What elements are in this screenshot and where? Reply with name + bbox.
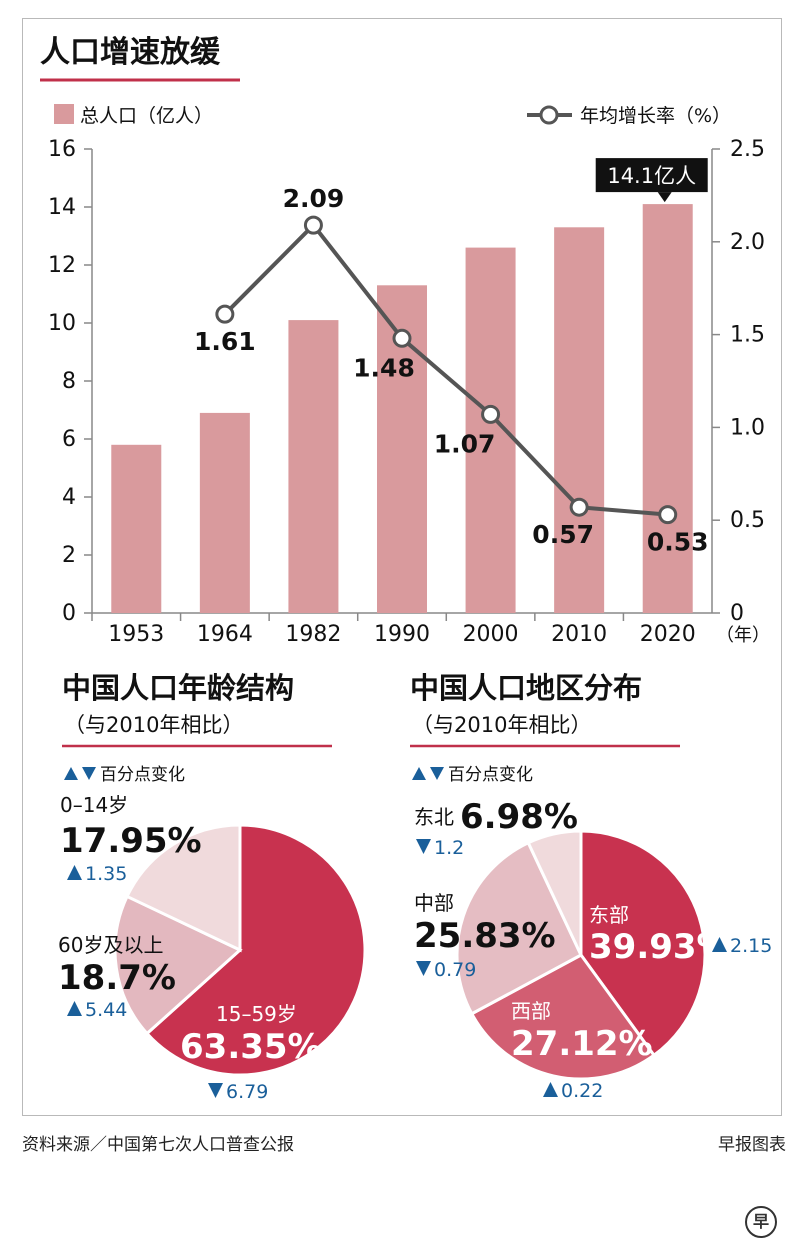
right-axis-tick-label: 0.5	[730, 508, 765, 533]
pie-change-note: 百分点变化	[100, 765, 185, 785]
growth-rate-data-label: 0.53	[647, 528, 709, 557]
growth-rate-data-label: 2.09	[283, 184, 345, 213]
growth-rate-point	[481, 404, 501, 424]
down-triangle-icon	[430, 767, 444, 780]
page-title: 人口增速放缓	[40, 35, 221, 70]
up-triangle-icon	[543, 1082, 558, 1097]
pie-slice-value: 63.35%	[180, 1027, 322, 1067]
growth-rate-point	[303, 215, 323, 235]
legend-line-label: 年均增长率（%）	[580, 105, 731, 127]
down-triangle-icon	[416, 839, 431, 854]
pie-slice	[526, 829, 583, 956]
callout-pointer	[657, 192, 672, 203]
x-axis-tick-label: 1964	[197, 622, 253, 647]
pie-slice-label: 0–14岁	[60, 793, 128, 817]
left-axis-tick-label: 2	[62, 543, 76, 568]
x-axis-tick-label: 2020	[640, 622, 696, 647]
pie-subtitle: （与2010年相比）	[412, 713, 591, 737]
growth-rate-data-label: 0.57	[532, 520, 594, 549]
growth-rate-data-label: 1.07	[434, 429, 496, 458]
x-axis-tick-label: 2000	[463, 622, 519, 647]
growth-rate-point	[392, 328, 412, 348]
callout-label: 14.1亿人	[607, 164, 696, 188]
source-note: 资料来源／中国第七次人口普查公报	[22, 1135, 294, 1155]
pie-slice-change: 2.15	[730, 935, 772, 957]
left-axis-tick-label: 16	[48, 137, 76, 162]
x-axis-tick-label: 2010	[551, 622, 607, 647]
chart-credit: 早报图表	[718, 1135, 786, 1155]
pie-slice-label: 东北	[414, 805, 454, 829]
left-axis-tick-label: 6	[62, 427, 76, 452]
growth-rate-line	[223, 223, 668, 517]
pie-slice-label: 中部	[414, 891, 454, 915]
x-axis-unit: （年）	[716, 625, 770, 646]
pie-slice-label: 60岁及以上	[58, 933, 163, 957]
down-triangle-icon	[416, 961, 431, 976]
pie-slice-value: 27.12%	[511, 1024, 653, 1064]
x-axis-tick-label: 1982	[285, 622, 341, 647]
right-axis-tick-label: 2.5	[730, 137, 765, 162]
pie-subtitle: （与2010年相比）	[64, 713, 243, 737]
pie-slice	[469, 953, 657, 1081]
pie-title: 中国人口地区分布	[410, 671, 642, 705]
pie-slice	[113, 894, 243, 1036]
pie-slice-change: 6.79	[226, 1081, 268, 1103]
up-triangle-icon	[412, 767, 426, 780]
pie-slice-label: 东部	[589, 903, 629, 927]
population-bar	[642, 204, 693, 613]
growth-rate-point	[569, 497, 589, 517]
right-axis-tick-label: 1.0	[730, 415, 765, 440]
left-axis-tick-label: 12	[48, 253, 76, 278]
pie-slice-change: 0.22	[561, 1080, 603, 1102]
growth-rate-point	[215, 304, 235, 324]
pie-slice	[144, 823, 367, 1077]
up-triangle-icon	[64, 767, 78, 780]
pie-slice	[455, 840, 583, 1016]
growth-rate-data-label: 1.48	[353, 353, 415, 382]
up-triangle-icon	[712, 937, 727, 952]
population-bar	[111, 444, 162, 613]
population-bar	[288, 320, 339, 613]
legend-bar-label: 总人口（亿人）	[80, 105, 213, 127]
left-axis-tick-label: 14	[48, 195, 76, 220]
up-triangle-icon	[67, 1001, 82, 1016]
pie-slice-change: 5.44	[85, 999, 127, 1021]
pie-slice-value: 6.98%	[460, 797, 578, 837]
pie-slice-label: 西部	[511, 999, 551, 1023]
right-axis-tick-label: 2.0	[730, 230, 765, 255]
x-axis-tick-label: 1990	[374, 622, 430, 647]
pie-slice-change: 1.35	[85, 863, 127, 885]
pie-slice	[579, 829, 707, 1058]
pie-slice-value: 39.93%	[589, 927, 731, 967]
right-axis-tick-label: 1.5	[730, 323, 765, 348]
left-axis-tick-label: 10	[48, 311, 76, 336]
pie-slice-value: 17.95%	[60, 821, 202, 861]
pie-slice-label: 15–59岁	[216, 1002, 297, 1026]
legend-line-marker	[539, 105, 559, 125]
down-triangle-icon	[82, 767, 96, 780]
right-axis-tick-label: 0	[730, 601, 744, 626]
x-axis-tick-label: 1953	[108, 622, 164, 647]
callout-box	[595, 158, 708, 193]
population-bar	[199, 412, 250, 613]
down-triangle-icon	[208, 1083, 223, 1098]
population-bar	[554, 227, 605, 614]
pie-slice-value: 25.83%	[414, 916, 556, 956]
pie-change-note: 百分点变化	[448, 765, 533, 785]
pie-slice-change: 1.2	[434, 837, 464, 859]
left-axis-tick-label: 0	[62, 601, 76, 626]
logo-icon: 早	[745, 1206, 777, 1238]
pie-slice-value: 18.7%	[58, 958, 176, 998]
growth-rate-point	[658, 505, 678, 525]
pie-title: 中国人口年龄结构	[62, 671, 294, 705]
pie-slice-change: 0.79	[434, 959, 476, 981]
left-axis-tick-label: 8	[62, 369, 76, 394]
up-triangle-icon	[67, 865, 82, 880]
legend-bar-swatch	[54, 104, 74, 124]
left-axis-tick-label: 4	[62, 485, 76, 510]
growth-rate-data-label: 1.61	[194, 327, 256, 356]
chart-frame	[22, 18, 782, 1116]
pie-slice	[125, 823, 242, 953]
